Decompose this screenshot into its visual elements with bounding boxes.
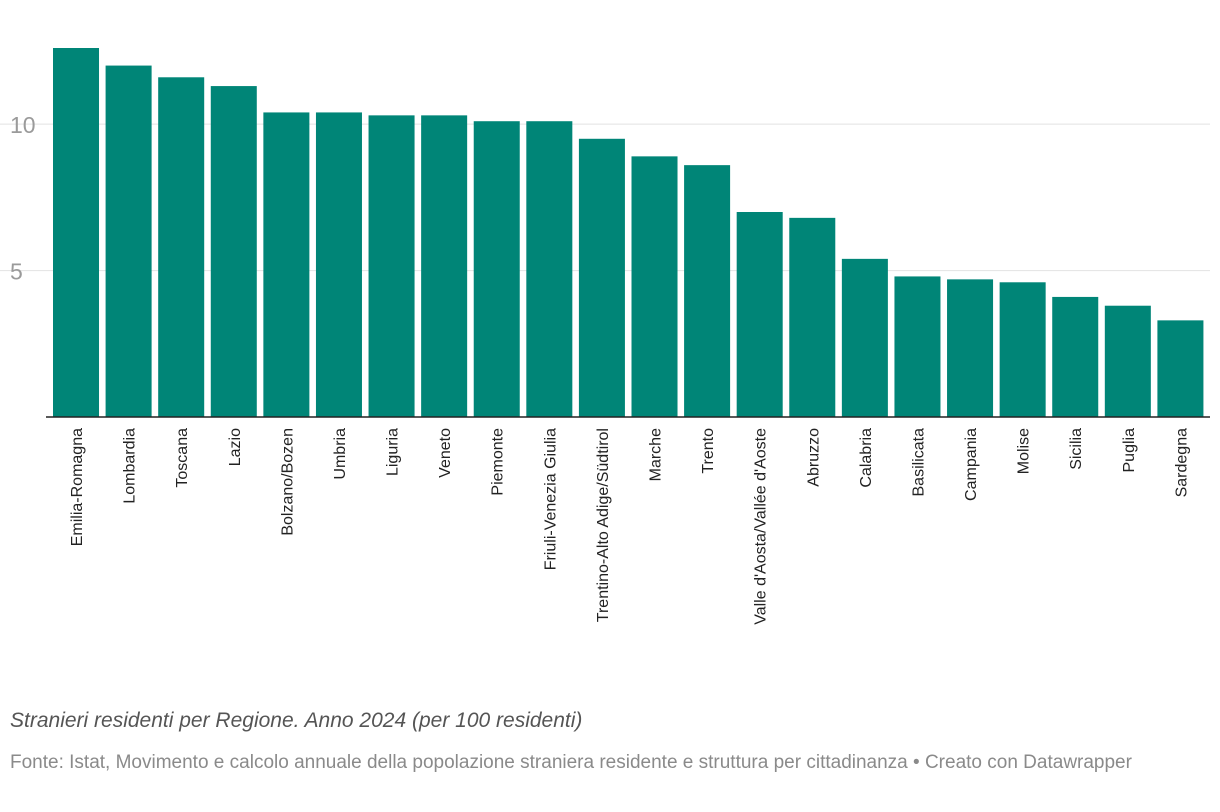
x-tick-label-lazio: Lazio xyxy=(227,428,244,466)
x-tick-label-veneto: Veneto xyxy=(437,428,454,478)
y-tick-label-5: 5 xyxy=(10,259,23,285)
bar-toscana xyxy=(158,77,205,418)
bar-valle-d-aosta-vall-e-d-aoste xyxy=(736,212,783,417)
bar-lazio xyxy=(210,86,257,418)
bar-basilicata xyxy=(894,276,941,417)
bars xyxy=(53,48,1204,418)
bar-sicilia xyxy=(1052,296,1099,417)
bar-calabria xyxy=(841,258,888,417)
bar-veneto xyxy=(421,115,468,417)
bar-umbria xyxy=(315,112,362,417)
bar-molise xyxy=(999,282,1046,417)
x-tick-label-umbria: Umbria xyxy=(332,428,349,480)
x-tick-label-trento: Trento xyxy=(700,428,717,474)
x-tick-label-toscana: Toscana xyxy=(174,428,191,488)
bar-lombardia xyxy=(105,65,152,418)
x-tick-label-friuli-venezia-giulia: Friuli-Venezia Giulia xyxy=(542,428,559,570)
bar-puglia xyxy=(1104,305,1151,417)
x-tick-label-liguria: Liguria xyxy=(385,428,402,476)
bar-sardegna xyxy=(1157,320,1204,417)
x-tick-label-campania: Campania xyxy=(963,428,980,501)
x-tick-label-sardegna: Sardegna xyxy=(1173,428,1190,497)
x-tick-label-puglia: Puglia xyxy=(1121,428,1138,473)
y-axis-ticks: 5 10 xyxy=(10,112,36,284)
x-tick-label-trentino-alto-adige-s-dtirol: Trentino-Alto Adige/Südtirol xyxy=(595,428,612,622)
bar-bolzano-bozen xyxy=(263,112,310,417)
bar-piemonte xyxy=(473,121,520,417)
bar-marche xyxy=(631,156,678,417)
x-tick-label-piemonte: Piemonte xyxy=(490,428,507,496)
x-tick-label-molise: Molise xyxy=(1016,428,1033,474)
bar-abruzzo xyxy=(789,217,836,417)
bar-liguria xyxy=(368,115,415,417)
x-tick-label-bolzano-bozen: Bolzano/Bozen xyxy=(279,428,296,536)
y-tick-label-10: 10 xyxy=(10,112,36,138)
x-tick-label-lombardia: Lombardia xyxy=(122,428,139,504)
bar-emilia-romagna xyxy=(53,48,100,417)
x-tick-label-marche: Marche xyxy=(648,428,665,481)
x-tick-label-emilia-romagna: Emilia-Romagna xyxy=(69,428,86,546)
x-tick-label-sicilia: Sicilia xyxy=(1068,428,1085,470)
bar-chart: 5 10 Emilia-Romagna Lombardia Toscana Lazio B… xyxy=(0,48,1210,625)
chart-subtitle: Stranieri residenti per Regione. Anno 20… xyxy=(10,709,583,732)
bar-trento xyxy=(684,165,731,417)
x-tick-label-basilicata: Basilicata xyxy=(910,428,927,497)
chart-source-note: Fonte: Istat, Movimento e calcolo annual… xyxy=(10,752,1132,773)
x-tick-label-valle-d-aosta-vall-e-d-aoste: Valle d'Aosta/Vallée d'Aoste xyxy=(753,428,770,625)
bar-friuli-venezia-giulia xyxy=(526,121,573,417)
x-tick-label-abruzzo: Abruzzo xyxy=(805,428,822,487)
bar-trentino-alto-adige-s-dtirol xyxy=(578,138,625,418)
x-tick-label-calabria: Calabria xyxy=(858,428,875,488)
bar-campania xyxy=(947,279,994,417)
x-axis-labels: Emilia-Romagna Lombardia Toscana Lazio Bolza… xyxy=(69,428,1190,625)
